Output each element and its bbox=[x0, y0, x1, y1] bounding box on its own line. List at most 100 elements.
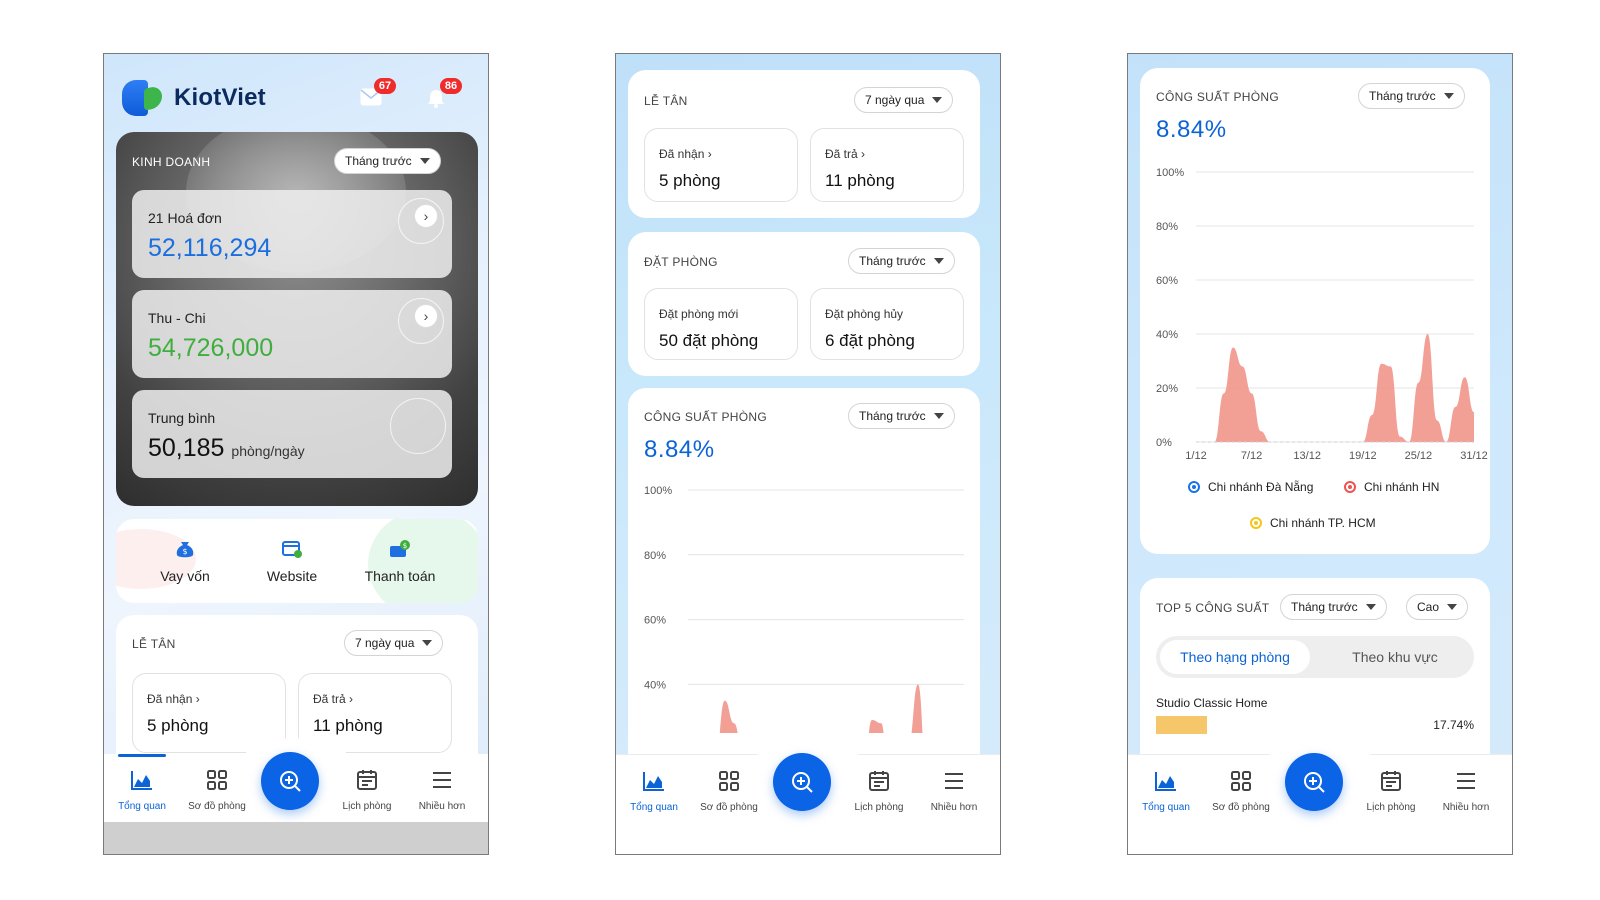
legend-item-hn[interactable]: Chi nhánh HN bbox=[1344, 480, 1439, 494]
cashflow-tile[interactable]: › Thu - Chi 54,726,000 bbox=[132, 290, 452, 378]
notification-button[interactable]: 86 bbox=[426, 78, 462, 110]
zoom-search-icon bbox=[1304, 772, 1325, 793]
phone-screen-reports: LỄ TÂN 7 ngày qua Đã nhận › 5 phòng Đã t… bbox=[615, 53, 1001, 855]
booking-period-select[interactable]: Tháng trước bbox=[848, 248, 955, 274]
x-tick-label: 19/12 bbox=[1349, 450, 1377, 462]
nav-more[interactable]: Nhiều hơn bbox=[918, 761, 990, 825]
payment-action[interactable]: $ Thanh toán bbox=[350, 539, 450, 584]
y-tick-label: 40% bbox=[644, 679, 666, 691]
cashflow-value: 54,726,000 bbox=[148, 334, 274, 362]
kiotviet-logo-icon bbox=[122, 78, 166, 118]
chevron-right-icon[interactable]: › bbox=[414, 304, 438, 328]
ring-decoration bbox=[390, 398, 446, 454]
nav-more-label: Nhiều hơn bbox=[930, 802, 978, 813]
tab-area[interactable]: Theo khu vực bbox=[1352, 649, 1438, 665]
nav-more-label: Nhiều hơn bbox=[418, 801, 466, 812]
new-booking-tile[interactable]: Đặt phòng mới 50 đặt phòng bbox=[644, 288, 798, 360]
payment-card-icon: $ bbox=[390, 540, 410, 557]
capacity-title: CÔNG SUẤT PHÒNG bbox=[1156, 90, 1279, 104]
nav-schedule[interactable]: Lịch phòng bbox=[331, 760, 403, 824]
nav-room-map-label: Sơ đồ phòng bbox=[1212, 802, 1270, 813]
cancel-booking-tile[interactable]: Đặt phòng hủy 6 đặt phòng bbox=[810, 288, 964, 360]
decoration bbox=[368, 519, 478, 603]
website-icon bbox=[282, 541, 302, 558]
zoom-search-icon bbox=[280, 771, 301, 792]
nav-overview-label: Tổng quan bbox=[1142, 802, 1190, 813]
capacity-value: 8.84% bbox=[1156, 116, 1227, 143]
nav-room-map[interactable]: Sơ đồ phòng bbox=[181, 760, 253, 824]
nav-more[interactable]: Nhiều hơn bbox=[406, 760, 478, 824]
phone-screen-capacity: CÔNG SUẤT PHÒNG Tháng trước 8.84% 100% 80… bbox=[1127, 53, 1513, 855]
received-tile[interactable]: Đã nhận › 5 phòng bbox=[132, 673, 286, 753]
nav-overview[interactable]: Tổng quan bbox=[106, 754, 178, 824]
period-label: Tháng trước bbox=[1369, 89, 1436, 103]
nav-more[interactable]: Nhiều hơn bbox=[1430, 761, 1502, 825]
legend-item-hcm[interactable]: Chi nhánh TP. HCM bbox=[1250, 516, 1376, 530]
top5-order-select[interactable]: Cao bbox=[1406, 594, 1469, 620]
x-tick-label: 1/12 bbox=[1185, 450, 1206, 462]
legend-eye-icon bbox=[1188, 481, 1200, 493]
returned-value: 11 phòng bbox=[313, 716, 383, 735]
loan-action[interactable]: $ Vay vốn bbox=[135, 539, 235, 584]
search-fab-button[interactable] bbox=[261, 752, 319, 810]
system-bar bbox=[104, 822, 488, 854]
nav-overview-label: Tổng quan bbox=[118, 801, 166, 812]
top5-period-select[interactable]: Tháng trước bbox=[1280, 594, 1387, 620]
quick-actions: $ Vay vốn Website $ Thanh toán bbox=[116, 519, 478, 603]
nav-room-map-label: Sơ đồ phòng bbox=[700, 802, 758, 813]
search-fab-button[interactable] bbox=[1285, 753, 1343, 811]
received-label: Đã nhận bbox=[147, 692, 193, 706]
period-label: Tháng trước bbox=[859, 409, 926, 423]
calendar-icon bbox=[869, 771, 889, 791]
nav-schedule[interactable]: Lịch phòng bbox=[843, 761, 915, 825]
period-label: Tháng trước bbox=[345, 154, 412, 168]
caret-down-icon bbox=[422, 640, 433, 646]
menu-icon bbox=[1457, 773, 1475, 789]
brand-name: KiotViet bbox=[174, 84, 266, 111]
returned-value: 11 phòng bbox=[825, 171, 895, 190]
caret-down-icon bbox=[932, 97, 943, 103]
new-booking-value: 50 đặt phòng bbox=[659, 331, 759, 350]
reception-title: LỄ TÂN bbox=[644, 94, 688, 108]
zoom-search-icon bbox=[792, 772, 813, 793]
caret-down-icon bbox=[933, 258, 944, 264]
chevron-right-icon: › bbox=[195, 692, 200, 706]
nav-schedule[interactable]: Lịch phòng bbox=[1355, 761, 1427, 825]
top5-item-name: Studio Classic Home bbox=[1156, 696, 1268, 710]
nav-overview[interactable]: Tổng quan bbox=[1130, 761, 1202, 825]
returned-tile[interactable]: Đã trả › 11 phòng bbox=[810, 128, 964, 202]
bottom-navigation: Tổng quan Sơ đồ phòng Lịch phòng Nhiều h… bbox=[104, 738, 488, 824]
invoice-tile[interactable]: › 21 Hoá đơn 52,116,294 bbox=[132, 190, 452, 278]
capacity-period-select[interactable]: Tháng trước bbox=[1358, 83, 1465, 109]
chevron-right-icon: › bbox=[707, 147, 712, 161]
bottom-navigation: Tổng quan Sơ đồ phòng Lịch phòng Nhiều h… bbox=[1128, 739, 1512, 854]
nav-overview[interactable]: Tổng quan bbox=[618, 761, 690, 825]
top5-card: TOP 5 CÔNG SUẤT Tháng trước Cao Theo hạn… bbox=[1140, 578, 1490, 778]
y-tick-label: 60% bbox=[1156, 275, 1178, 287]
legend-eye-icon bbox=[1250, 517, 1262, 529]
bottom-navigation: Tổng quan Sơ đồ phòng Lịch phòng Nhiều h… bbox=[616, 739, 1000, 854]
capacity-card: CÔNG SUẤT PHÒNG Tháng trước 8.84% 100% 80… bbox=[1140, 68, 1490, 554]
received-tile[interactable]: Đã nhận › 5 phòng bbox=[644, 128, 798, 202]
nav-room-map[interactable]: Sơ đồ phòng bbox=[693, 761, 765, 825]
booking-card: ĐẶT PHÒNG Tháng trước Đặt phòng mới 50 đ… bbox=[628, 232, 980, 376]
search-fab-button[interactable] bbox=[773, 753, 831, 811]
legend-item-da-nang[interactable]: Chi nhánh Đà Nẵng bbox=[1188, 480, 1313, 494]
business-period-select[interactable]: Tháng trước bbox=[334, 148, 441, 174]
capacity-value: 8.84% bbox=[644, 436, 715, 463]
chevron-right-icon[interactable]: › bbox=[414, 204, 438, 228]
caret-down-icon bbox=[419, 158, 430, 164]
nav-schedule-label: Lịch phòng bbox=[1366, 802, 1416, 813]
reception-period-select[interactable]: 7 ngày qua bbox=[344, 630, 444, 656]
nav-schedule-label: Lịch phòng bbox=[854, 802, 904, 813]
y-tick-label: 60% bbox=[644, 615, 666, 627]
website-action[interactable]: Website bbox=[242, 539, 342, 584]
reception-period-select[interactable]: 7 ngày qua bbox=[854, 87, 954, 113]
cancel-booking-value: 6 đặt phòng bbox=[825, 331, 915, 350]
x-tick-label: 25/12 bbox=[1405, 450, 1433, 462]
tab-room-class[interactable]: Theo hạng phòng bbox=[1160, 640, 1310, 674]
nav-room-map[interactable]: Sơ đồ phòng bbox=[1205, 761, 1277, 825]
capacity-period-select[interactable]: Tháng trước bbox=[848, 403, 955, 429]
mail-button[interactable]: 67 bbox=[360, 78, 396, 110]
chevron-right-icon: › bbox=[861, 147, 866, 161]
